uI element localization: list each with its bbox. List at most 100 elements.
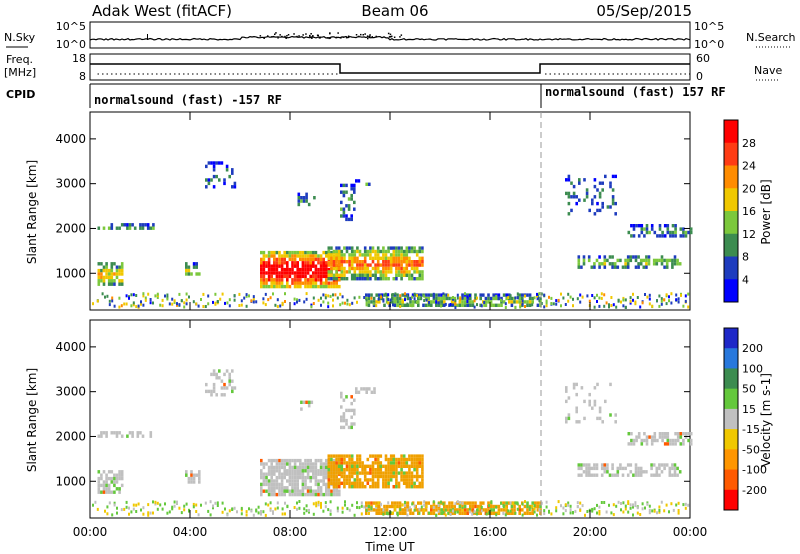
echo-cell bbox=[286, 261, 289, 265]
echo-cell bbox=[687, 438, 690, 443]
echo-cell bbox=[113, 431, 116, 435]
echo-cell bbox=[332, 263, 336, 267]
echo-cell bbox=[650, 463, 653, 467]
echo-cell bbox=[370, 501, 373, 505]
noise-cell bbox=[142, 294, 145, 298]
echo-cell bbox=[343, 481, 346, 485]
echo-cell bbox=[639, 466, 643, 471]
echo-cell bbox=[402, 464, 406, 468]
x-tick-label: 20:00 bbox=[573, 525, 608, 539]
echo-cell bbox=[629, 258, 633, 263]
noise-cell bbox=[389, 300, 392, 304]
echo-cell bbox=[510, 511, 514, 515]
echo-cell bbox=[595, 466, 599, 471]
noise-cell bbox=[281, 507, 284, 511]
echo-cell bbox=[363, 270, 367, 274]
echo-cell bbox=[330, 284, 333, 289]
echo-cell bbox=[379, 270, 383, 274]
echo-cell bbox=[105, 275, 108, 280]
echo-cell bbox=[280, 284, 284, 289]
echo-cell bbox=[126, 226, 129, 230]
echo-cell bbox=[523, 504, 527, 509]
noise-cell bbox=[125, 500, 128, 504]
echo-cell bbox=[286, 254, 289, 258]
noise-cell bbox=[612, 303, 615, 307]
echo-cell bbox=[430, 300, 433, 304]
echo-cell bbox=[634, 258, 638, 263]
noise-cell bbox=[521, 502, 524, 506]
noise-cell bbox=[605, 510, 608, 514]
echo-cell bbox=[301, 261, 305, 265]
echo-cell bbox=[408, 485, 411, 489]
echo-cell bbox=[270, 281, 273, 285]
echo-cell bbox=[668, 470, 672, 474]
noise-cell bbox=[240, 303, 243, 307]
echo-cell bbox=[673, 466, 677, 471]
echo-cell bbox=[301, 479, 305, 483]
echo-cell bbox=[384, 266, 388, 271]
echo-cell bbox=[376, 461, 380, 465]
echo-cell bbox=[510, 504, 514, 509]
echo-cell bbox=[505, 293, 508, 297]
noise-cell bbox=[176, 302, 178, 306]
echo-cell bbox=[317, 492, 320, 497]
echo-cell bbox=[212, 382, 216, 387]
echo-cell bbox=[280, 261, 284, 265]
noise-cell bbox=[634, 501, 637, 505]
noise-cell bbox=[615, 305, 618, 309]
noise-cell bbox=[252, 295, 255, 299]
noise-cell bbox=[156, 296, 159, 299]
noise-cell bbox=[142, 303, 145, 307]
noise-cell bbox=[358, 295, 361, 299]
echo-cell bbox=[676, 435, 680, 439]
echo-cell bbox=[376, 270, 380, 274]
noise-cell bbox=[668, 299, 670, 303]
noise-cell bbox=[543, 305, 546, 309]
noise-cell bbox=[240, 506, 243, 510]
noise-cell bbox=[555, 506, 558, 510]
noise-cell bbox=[514, 296, 517, 300]
nsky-tick-top: 10^5 bbox=[56, 20, 86, 33]
noise-cell bbox=[315, 501, 318, 505]
echo-cell bbox=[398, 296, 402, 301]
echo-cell bbox=[113, 473, 116, 477]
echo-cell bbox=[361, 253, 364, 257]
nsky-dot bbox=[275, 32, 277, 34]
echo-cell bbox=[118, 490, 121, 494]
echo-cell bbox=[380, 508, 384, 512]
noise-cell bbox=[156, 501, 159, 505]
echo-cell bbox=[343, 256, 346, 260]
echo-cell bbox=[453, 296, 456, 301]
echo-cell bbox=[577, 262, 581, 266]
echo-cell bbox=[332, 492, 336, 497]
echo-cell bbox=[479, 303, 482, 307]
noise-cell bbox=[96, 507, 99, 511]
echo-cell bbox=[260, 281, 263, 285]
noise-cell bbox=[125, 505, 128, 509]
echo-cell bbox=[398, 504, 402, 509]
noise-cell bbox=[620, 502, 622, 505]
noise-cell bbox=[204, 305, 207, 308]
echo-cell bbox=[689, 227, 693, 231]
echo-cell bbox=[656, 438, 659, 443]
echo-cell bbox=[471, 508, 475, 512]
echo-cell bbox=[371, 260, 375, 264]
echo-cell bbox=[479, 293, 482, 297]
echo-cell bbox=[345, 408, 348, 413]
echo-cell bbox=[301, 257, 305, 262]
noise-cell bbox=[473, 299, 476, 303]
echo-cell bbox=[389, 478, 393, 482]
echo-cell bbox=[314, 267, 318, 272]
noise-cell bbox=[128, 295, 130, 299]
noise-cell bbox=[329, 512, 332, 516]
echo-cell bbox=[260, 486, 263, 490]
echo-cell bbox=[305, 199, 308, 203]
echo-cell bbox=[639, 473, 643, 477]
echo-cell bbox=[327, 284, 331, 289]
echo-cell bbox=[353, 266, 357, 271]
echo-cell bbox=[482, 293, 485, 297]
echo-cell bbox=[273, 284, 276, 289]
colorbar-segment bbox=[724, 279, 738, 303]
echo-cell bbox=[144, 223, 147, 227]
noise-cell bbox=[593, 296, 596, 300]
